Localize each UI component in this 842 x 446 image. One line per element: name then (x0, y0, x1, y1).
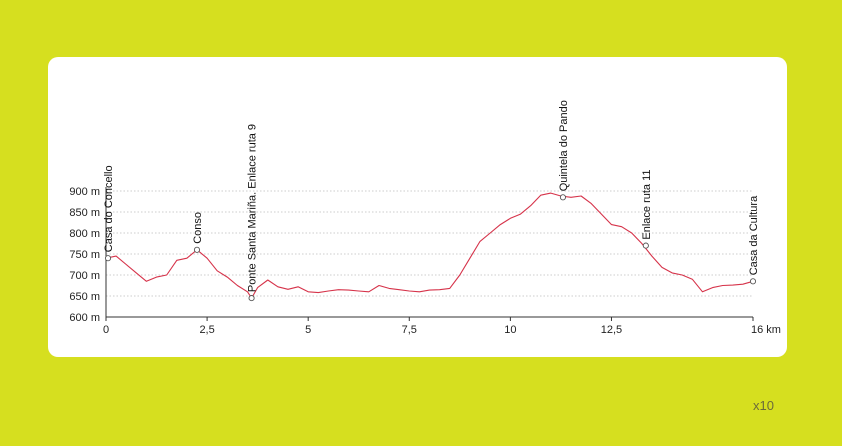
waypoint-marker (248, 295, 255, 302)
x-tick-label: 2,5 (199, 324, 214, 336)
x-tick-label: 16 km (751, 324, 781, 336)
waypoint-layer: Casa do Concello Conso Ponte Santa Mariña.… (103, 100, 760, 302)
x-tick-label: 5 (305, 324, 311, 336)
y-tick-label: 700 m (69, 270, 100, 282)
y-tick-label: 800 m (69, 228, 100, 240)
chart-card: 600 m 650 m 700 m 750 m 800 m 850 m 900 m 0 2,5 5… (48, 57, 787, 357)
waypoint-label: Conso (192, 212, 204, 244)
scale-note: x10 (753, 398, 774, 413)
y-tick-label: 850 m (69, 207, 100, 219)
waypoint-label: Ponte Santa Mariña. Enlace ruta 9 (247, 124, 259, 292)
x-tick-label: 0 (103, 324, 109, 336)
waypoint-marker (193, 246, 201, 253)
x-tick-label: 7,5 (402, 324, 417, 336)
waypoint-marker (104, 255, 112, 262)
axis-layer: 600 m 650 m 700 m 750 m 800 m 850 m 900 m 0 2,5 5… (69, 186, 781, 336)
x-tick-label: 10 (504, 324, 516, 336)
grid-layer (106, 190, 753, 297)
waypoint-label: Quintela do Pando (558, 100, 570, 191)
y-tick-label: 750 m (69, 249, 100, 261)
elevation-profile-chart: 600 m 650 m 700 m 750 m 800 m 850 m 900 m 0 2,5 5… (69, 100, 781, 336)
waypoint-marker (559, 194, 566, 201)
line-layer (105, 192, 754, 299)
y-tick-label: 650 m (69, 291, 100, 303)
waypoint-label: Casa do Concello (103, 165, 115, 252)
y-tick-label: 900 m (69, 186, 100, 198)
elevation-line (105, 192, 754, 299)
x-tick-label: 12,5 (601, 324, 622, 336)
waypoint-label: Enlace ruta 11 (641, 169, 653, 239)
waypoint-marker (749, 278, 757, 285)
waypoint-label: Casa da Cultura (748, 195, 760, 275)
y-tick-label: 600 m (69, 312, 100, 324)
waypoint-marker (642, 242, 649, 249)
